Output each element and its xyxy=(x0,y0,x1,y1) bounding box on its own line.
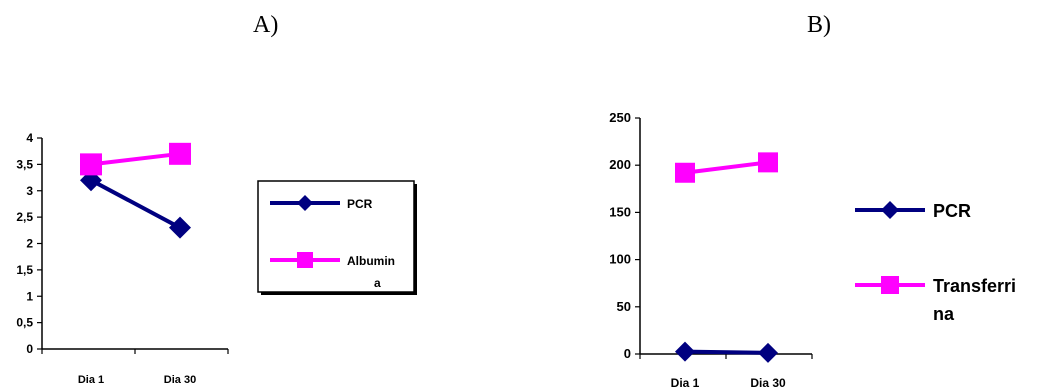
panel-a-label: A) xyxy=(253,12,279,38)
chart-a-legend-0-label: PCR xyxy=(347,197,373,211)
chart-a-x-tick-label: Dia 1 xyxy=(78,374,104,386)
chart-b-series-1-line xyxy=(684,160,769,175)
chart-a-series-0-point xyxy=(169,216,191,239)
chart-a-y-tick-label: 3 xyxy=(26,184,33,198)
chart-a-legend-1-swatch-marker xyxy=(297,252,313,268)
chart-b-series-0-point xyxy=(758,342,778,363)
chart-b-x-tick-label: Dia 30 xyxy=(750,376,786,387)
chart-a-series-0-line xyxy=(90,178,181,230)
chart-a-legend-0-swatch-marker xyxy=(297,195,313,211)
chart-a-y-tick-label: 1,5 xyxy=(16,263,33,277)
chart-b-y-tick-label: 100 xyxy=(609,252,631,267)
chart-b-legend-0-swatch-marker xyxy=(881,201,899,219)
chart-b-legend-0-label: PCR xyxy=(933,201,971,221)
chart-b-series-0-point xyxy=(675,341,695,362)
chart-a-y-tick-label: 1 xyxy=(26,289,33,303)
chart-b-y-tick-label: 200 xyxy=(609,157,631,172)
chart-b-legend-1-label: Transferri xyxy=(933,276,1016,296)
chart-a-legend-box xyxy=(257,180,415,293)
chart-b-y-tick-label: 0 xyxy=(624,346,631,361)
chart-a-y-tick-label: 3,5 xyxy=(16,157,33,171)
chart-b-series-1-point xyxy=(675,162,695,183)
chart-a-legend-1-label: Albumin xyxy=(347,254,395,268)
chart-a-series-1-line xyxy=(90,151,181,167)
chart-b: 0 50 100 150 200 250 Dia 1 Dia 30 PCR Transferri n… xyxy=(609,110,1016,387)
chart-a-legend-1-label: a xyxy=(374,276,381,290)
chart-b-series-1-point xyxy=(758,152,778,173)
chart-a-series-1-point xyxy=(169,142,191,165)
chart-a-y-tick-label: 0 xyxy=(26,342,33,356)
chart-a: 0 0,5 1 1,5 2 2,5 3 3,5 4 Dia 1 Dia 30 PCR Albumin a xyxy=(16,131,417,386)
chart-a-y-tick-label: 2 xyxy=(26,237,33,251)
chart-a-y-tick-label: 2,5 xyxy=(16,210,33,224)
chart-b-legend-1-label: na xyxy=(933,304,955,324)
panel-b-label: B) xyxy=(807,12,831,38)
chart-a-series-1-point xyxy=(80,153,102,176)
chart-b-series-0-line xyxy=(684,349,769,355)
chart-b-x-tick-label: Dia 1 xyxy=(671,376,700,387)
chart-a-x-tick-label: Dia 30 xyxy=(164,374,196,386)
chart-b-y-tick-label: 50 xyxy=(617,299,631,314)
chart-b-y-tick-label: 150 xyxy=(609,204,631,219)
chart-b-legend-1-swatch-marker xyxy=(881,276,899,294)
chart-a-y-tick-label: 0,5 xyxy=(16,316,33,330)
chart-a-y-tick-label: 4 xyxy=(26,131,33,145)
chart-b-y-tick-label: 250 xyxy=(609,110,631,125)
